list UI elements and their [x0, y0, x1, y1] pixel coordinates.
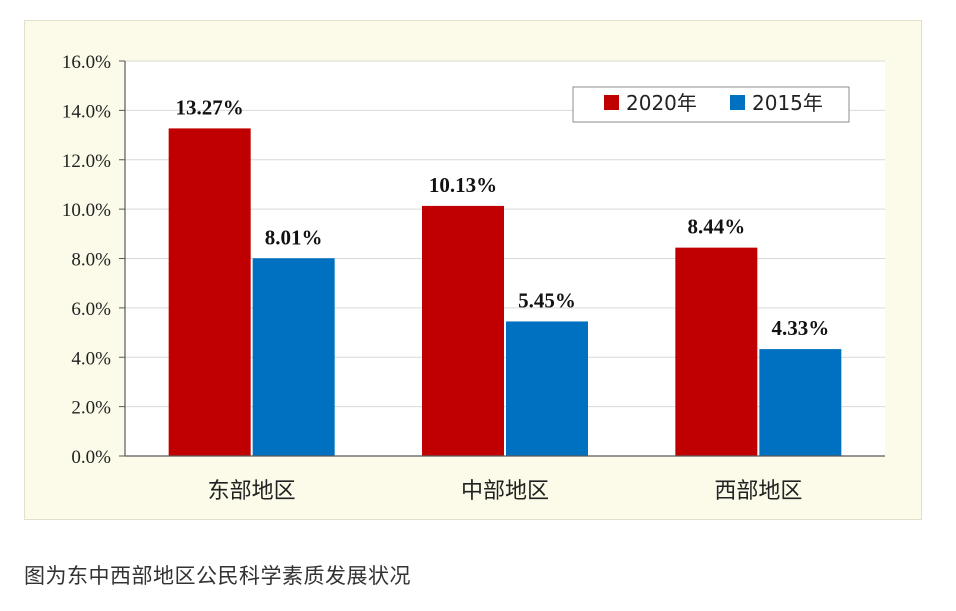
y-tick-label: 14.0% [62, 101, 111, 122]
legend-swatch-2015 [730, 95, 745, 110]
x-tick-label: 中部地区 [461, 479, 549, 504]
bars [168, 128, 842, 456]
y-tick-label: 10.0% [62, 200, 111, 221]
bar [168, 128, 251, 456]
figure-caption: 图为东中西部地区公民科学素质发展状况 [24, 564, 411, 588]
data-labels: 13.27% 8.01% 10.13% 5.45% 8.44% 4.33% [176, 95, 830, 340]
y-tick-label: 12.0% [62, 151, 111, 172]
data-label: 13.27% [176, 95, 244, 119]
y-tick-label: 0.0% [71, 447, 111, 468]
axes: 0.0% 2.0% 4.0% 6.0% 8.0% 10.0% 12.0% 14.0% 16.0%… [62, 52, 885, 504]
legend-label-2020: 2020年 [626, 91, 697, 115]
gridlines [125, 60, 885, 408]
legend-label-2015: 2015年 [752, 91, 823, 115]
data-label: 8.01% [265, 225, 323, 249]
bar [506, 321, 588, 456]
legend-swatch-2020 [604, 95, 619, 110]
legend: 2020年 2015年 [572, 86, 850, 123]
data-label: 5.45% [518, 288, 576, 312]
data-label: 8.44% [687, 215, 745, 239]
x-tick-label: 西部地区 [714, 479, 802, 504]
bar [759, 349, 842, 456]
x-tick-label: 东部地区 [208, 479, 296, 504]
bar [675, 247, 758, 456]
y-tick-label: 16.0% [62, 52, 111, 73]
y-tick-label: 4.0% [71, 348, 111, 369]
bar [252, 258, 335, 456]
y-tick-label: 8.0% [71, 250, 111, 271]
bar [422, 205, 504, 456]
data-label: 4.33% [771, 316, 829, 340]
data-label: 10.13% [429, 173, 497, 197]
y-tick-label: 6.0% [71, 299, 111, 320]
y-tick-label: 2.0% [71, 398, 111, 419]
